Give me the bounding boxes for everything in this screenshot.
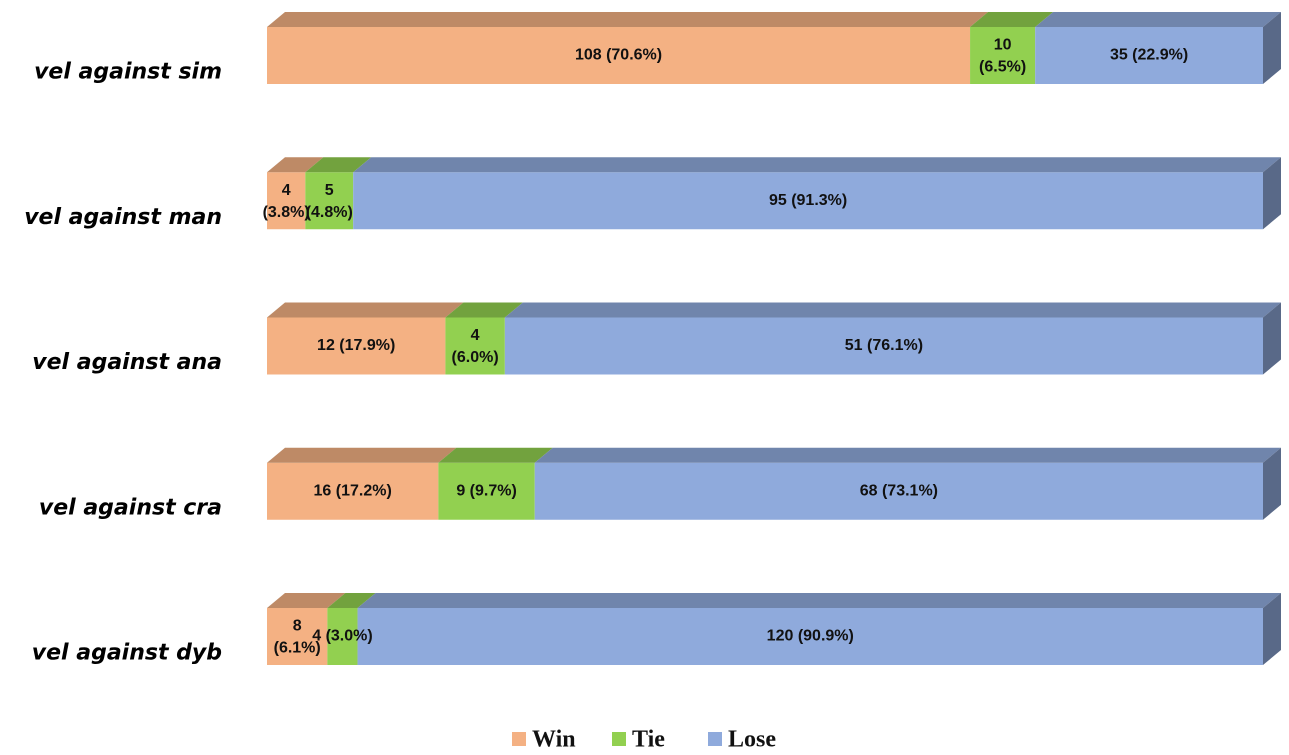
bar-top <box>438 447 553 463</box>
data-label: 68 (73.1%) <box>860 482 938 499</box>
bar-top <box>504 302 1282 318</box>
legend-label: Win <box>532 727 576 753</box>
bar-side <box>1263 157 1281 230</box>
data-label: 12 (17.9%) <box>317 337 395 354</box>
bar-top <box>445 302 523 318</box>
bar-top <box>353 157 1281 173</box>
category-label: vel against cra <box>39 495 222 520</box>
bar-segment <box>445 302 523 375</box>
bar-side <box>1263 447 1281 520</box>
data-label: 10 (6.5%) <box>979 37 1026 76</box>
bar-segment <box>357 593 1282 665</box>
bar-top <box>267 593 346 608</box>
bar-segment <box>438 447 553 520</box>
bar-side <box>1263 593 1281 665</box>
bar-front <box>327 608 358 665</box>
bar-front <box>438 462 535 520</box>
category-label: vel against ana <box>32 350 222 375</box>
bar-front <box>267 608 328 665</box>
bar-top <box>970 12 1054 27</box>
data-label: 108 (70.6%) <box>575 47 662 64</box>
data-label: 35 (22.9%) <box>1110 47 1188 64</box>
bar-front <box>1035 27 1263 84</box>
bar-segment <box>970 12 1054 84</box>
bar-top <box>267 157 324 173</box>
bar-segment <box>327 593 376 665</box>
bar-front <box>267 172 306 230</box>
bar-segment <box>504 302 1282 375</box>
category-label: vel against sim <box>34 60 222 85</box>
bar-front <box>353 172 1263 230</box>
data-label: 8 (6.1%) <box>274 618 321 657</box>
bar-top <box>534 447 1281 463</box>
legend-label: Tie <box>632 727 665 753</box>
data-label: 9 (9.7%) <box>456 482 516 499</box>
bar-front <box>970 27 1036 84</box>
legend-swatch <box>708 732 722 746</box>
legend-swatch <box>612 732 626 746</box>
bar-front <box>267 462 439 520</box>
bar-segment <box>534 447 1281 520</box>
category-label: vel against man <box>24 205 222 230</box>
bar-front <box>534 462 1263 520</box>
bar-segment <box>267 12 989 84</box>
bar-segment <box>267 157 324 230</box>
bar-front <box>305 172 354 230</box>
bar-side <box>1263 302 1281 375</box>
data-label: 4 (6.0%) <box>452 327 499 366</box>
bar-segment <box>267 302 464 375</box>
bar-front <box>267 27 971 84</box>
data-label: 95 (91.3%) <box>769 192 847 209</box>
category-label: vel against dyb <box>32 641 222 666</box>
data-label: 4 (3.8%) <box>263 182 310 221</box>
bar-side <box>1263 12 1281 84</box>
bar-top <box>267 302 464 318</box>
bar-top <box>327 593 376 608</box>
bar-segment <box>1035 12 1281 84</box>
data-label: 5 (4.8%) <box>306 182 353 221</box>
bar-front <box>504 317 1264 375</box>
bar-front <box>267 317 446 375</box>
bar-top <box>1035 12 1281 27</box>
bar-front <box>445 317 505 375</box>
data-label: 4 (3.0%) <box>312 628 372 645</box>
bar-segment <box>353 157 1281 230</box>
data-label: 16 (17.2%) <box>314 482 392 499</box>
bar-segment <box>267 447 457 520</box>
bar-top <box>305 157 372 173</box>
bar-segment <box>305 157 372 230</box>
data-label: 120 (90.9%) <box>767 628 854 645</box>
data-label: 51 (76.1%) <box>845 337 923 354</box>
legend-label: Lose <box>728 727 776 753</box>
legend-swatch <box>512 732 526 746</box>
bar-segment <box>267 593 346 665</box>
bar-top <box>357 593 1282 608</box>
bar-top <box>267 12 989 27</box>
bar-front <box>357 608 1264 665</box>
bar-top <box>267 447 457 463</box>
